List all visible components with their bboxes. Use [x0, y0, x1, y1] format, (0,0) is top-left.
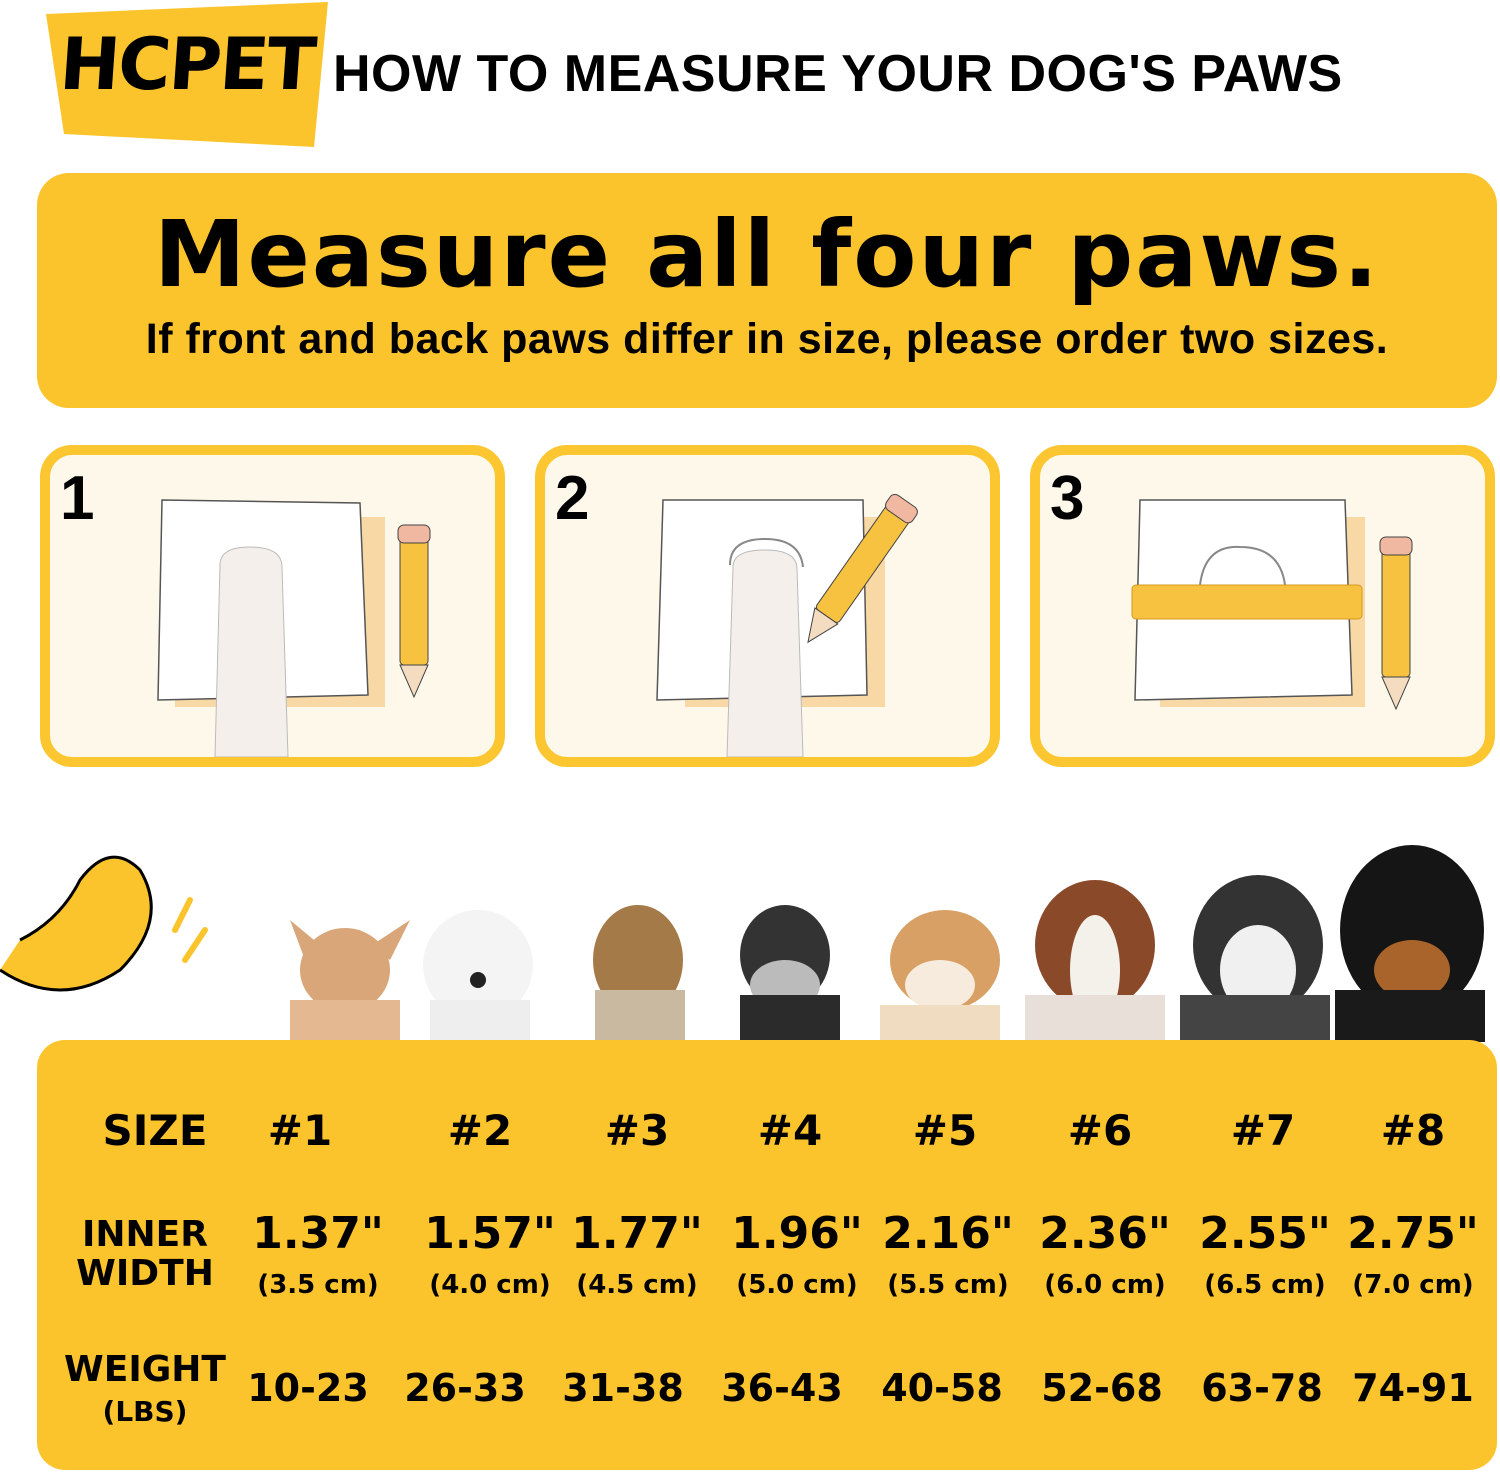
weight-range: 40-58: [881, 1366, 1003, 1410]
dog-breeds-illustration: [0, 845, 1485, 1042]
brand-logo: [46, 2, 328, 147]
weight-range: 10-23: [247, 1366, 369, 1410]
inner-width-label-line1: INNER: [82, 1214, 208, 1255]
inner-width-inches: 2.16": [882, 1208, 1014, 1259]
swoosh-decoration-icon: [0, 855, 208, 992]
inner-width-inches: 1.57": [424, 1208, 556, 1259]
step-number: 2: [555, 464, 590, 533]
size-value: #1: [267, 1106, 333, 1155]
inner-width-inches: 1.96": [731, 1208, 863, 1259]
inner-width-cm: (5.0 cm): [736, 1270, 858, 1300]
page-title: HOW TO MEASURE YOUR DOG'S PAWS: [333, 45, 1343, 103]
weight-unit-label: (LBS): [102, 1395, 188, 1428]
weight-label: WEIGHT: [64, 1349, 226, 1390]
size-row-label: SIZE: [102, 1106, 208, 1155]
banner-subheading: If front and back paws differ in size, p…: [145, 315, 1389, 363]
pencil-icon: [1379, 536, 1413, 711]
trace-paw-pencil-icon: [656, 493, 918, 757]
dog-husky-icon: [1180, 875, 1330, 1042]
step-panel-3: 3: [1030, 445, 1495, 767]
inner-width-inches: 1.37": [252, 1208, 384, 1259]
ruler-measure-icon: [1131, 499, 1413, 711]
inner-width-cm: (3.5 cm): [257, 1270, 379, 1300]
size-value: #7: [1230, 1106, 1296, 1155]
dog-schnauzer-icon: [740, 905, 840, 1042]
size-value: #6: [1067, 1106, 1133, 1155]
paw-on-paper-icon: [157, 499, 431, 757]
size-value: #5: [912, 1106, 978, 1155]
size-chart-table: SIZE INNER WIDTH WEIGHT (LBS) #1 1.37" (3.…: [37, 1040, 1497, 1470]
step-panel-1: 1: [40, 445, 505, 767]
weight-range: 63-78: [1201, 1366, 1323, 1410]
inner-width-cm: (4.0 cm): [429, 1270, 551, 1300]
size-value: #8: [1380, 1106, 1446, 1155]
inner-width-inches: 1.77": [571, 1208, 703, 1259]
inner-width-inches: 2.36": [1039, 1208, 1171, 1259]
weight-range: 36-43: [721, 1366, 843, 1410]
inner-width-inches: 2.75": [1347, 1208, 1479, 1259]
step-number: 3: [1050, 464, 1085, 533]
inner-width-label-line2: WIDTH: [76, 1253, 214, 1294]
size-value: #3: [604, 1106, 670, 1155]
instruction-banner: Measure all four paws. If front and back…: [37, 173, 1497, 408]
step-number: 1: [60, 464, 95, 533]
inner-width-inches: 2.55": [1199, 1208, 1331, 1259]
weight-range: 31-38: [562, 1366, 684, 1410]
dog-chihuahua-icon: [290, 920, 410, 1042]
weight-range: 74-91: [1352, 1366, 1474, 1410]
size-value: #4: [757, 1106, 823, 1155]
pencil-icon: [807, 493, 918, 644]
weight-range: 52-68: [1041, 1366, 1163, 1410]
inner-width-cm: (6.0 cm): [1044, 1270, 1166, 1300]
inner-width-cm: (6.5 cm): [1204, 1270, 1326, 1300]
banner-heading: Measure all four paws.: [153, 201, 1381, 308]
ruler-icon: [1131, 584, 1363, 620]
inner-width-cm: (5.5 cm): [887, 1270, 1009, 1300]
step-panel-2: 2: [535, 445, 1000, 767]
dog-bichon-icon: [423, 910, 533, 1042]
size-value: #2: [447, 1106, 513, 1155]
inner-width-cm: (4.5 cm): [576, 1270, 698, 1300]
dog-aussie-icon: [1025, 880, 1165, 1042]
dog-yorkie-icon: [593, 905, 685, 1042]
weight-range: 26-33: [404, 1366, 526, 1410]
dog-rottweiler-icon: [1335, 845, 1485, 1042]
inner-width-cm: (7.0 cm): [1352, 1270, 1474, 1300]
dog-shiba-icon: [880, 910, 1000, 1042]
pencil-icon: [397, 524, 431, 699]
logo-text: HCPET: [57, 22, 318, 106]
